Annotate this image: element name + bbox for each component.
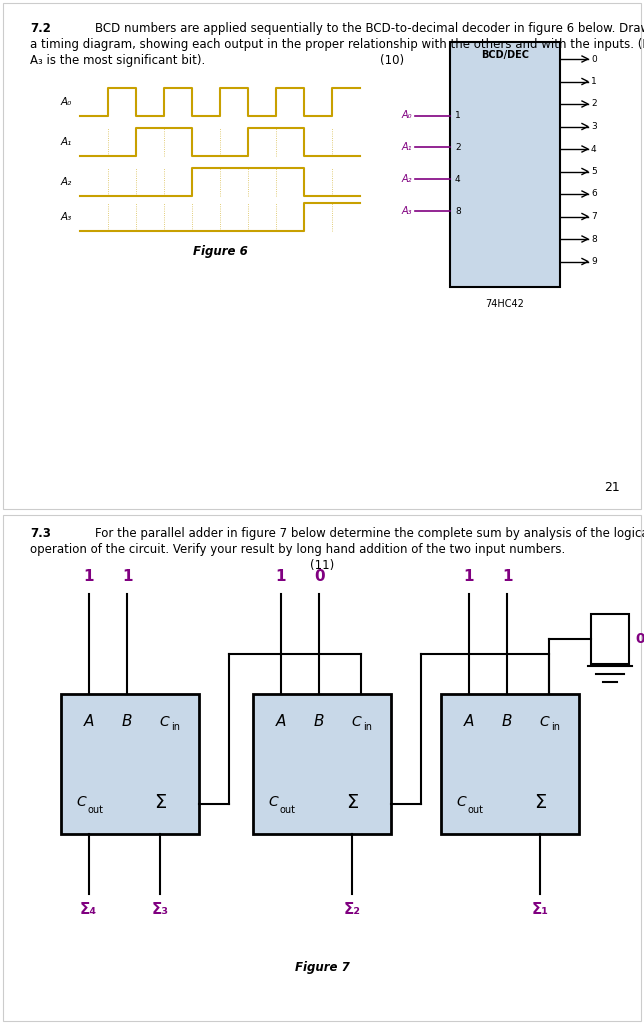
Text: in: in (171, 722, 180, 732)
Text: A₁: A₁ (401, 142, 412, 153)
Text: 7.3: 7.3 (30, 527, 51, 540)
Text: A: A (464, 715, 474, 729)
Text: B: B (314, 715, 325, 729)
Text: (10): (10) (380, 54, 404, 67)
FancyBboxPatch shape (450, 42, 560, 287)
Text: Figure 7: Figure 7 (294, 961, 350, 974)
Text: out: out (468, 805, 484, 815)
Text: 4: 4 (591, 144, 596, 154)
Text: 2: 2 (455, 143, 460, 152)
Text: C: C (269, 795, 279, 809)
Text: out: out (88, 805, 104, 815)
Text: operation of the circuit. Verify your result by long hand addition of the two in: operation of the circuit. Verify your re… (30, 543, 565, 556)
Text: out: out (279, 805, 296, 815)
Text: A₀: A₀ (401, 111, 412, 121)
FancyBboxPatch shape (591, 614, 629, 664)
Text: 21: 21 (604, 481, 620, 494)
Text: 5: 5 (591, 167, 597, 176)
Text: A₃: A₃ (61, 212, 72, 222)
Text: 0: 0 (635, 632, 644, 646)
Text: Σ₂: Σ₂ (344, 902, 361, 918)
Text: A₀: A₀ (61, 97, 72, 106)
Text: Σ: Σ (154, 793, 167, 811)
Text: B: B (502, 715, 513, 729)
Text: 1: 1 (455, 111, 460, 120)
Text: C: C (457, 795, 466, 809)
Text: A₁: A₁ (61, 137, 72, 147)
Text: 8: 8 (455, 207, 460, 215)
Text: 1: 1 (83, 569, 94, 584)
Text: A: A (84, 715, 94, 729)
Text: Figure 6: Figure 6 (193, 246, 247, 258)
Text: BCD numbers are applied sequentially to the BCD-to-decimal decoder in figure 6 b: BCD numbers are applied sequentially to … (95, 22, 644, 35)
Text: C: C (352, 715, 361, 729)
Text: 1: 1 (591, 77, 597, 86)
FancyBboxPatch shape (3, 515, 641, 1021)
Text: in: in (551, 722, 560, 732)
Text: 0: 0 (314, 569, 325, 584)
Text: a timing diagram, showing each output in the proper relationship with the others: a timing diagram, showing each output in… (30, 38, 644, 51)
Text: B: B (122, 715, 133, 729)
Text: For the parallel adder in figure 7 below determine the complete sum by analysis : For the parallel adder in figure 7 below… (95, 527, 644, 540)
Text: 2: 2 (591, 99, 596, 109)
Text: Σ: Σ (535, 793, 547, 811)
Text: 1: 1 (276, 569, 286, 584)
Text: 9: 9 (591, 257, 597, 266)
FancyBboxPatch shape (253, 694, 391, 834)
Text: (11): (11) (310, 559, 334, 572)
Text: Σ: Σ (346, 793, 359, 811)
Text: 0: 0 (591, 54, 597, 63)
Text: A₂: A₂ (61, 177, 72, 187)
Text: A₃: A₃ (401, 206, 412, 216)
Text: 74HC42: 74HC42 (486, 299, 524, 309)
Text: 1: 1 (502, 569, 513, 584)
FancyBboxPatch shape (3, 3, 641, 509)
Text: 1: 1 (122, 569, 133, 584)
Text: Σ₃: Σ₃ (152, 902, 169, 918)
Text: C: C (540, 715, 549, 729)
Text: BCD/DEC: BCD/DEC (481, 50, 529, 60)
Text: 3: 3 (591, 122, 597, 131)
Text: 4: 4 (455, 175, 460, 183)
Text: C: C (160, 715, 169, 729)
FancyBboxPatch shape (441, 694, 579, 834)
Text: 7: 7 (591, 212, 597, 221)
Text: Σ₁: Σ₁ (532, 902, 549, 918)
Text: 8: 8 (591, 234, 597, 244)
Text: A: A (276, 715, 286, 729)
Text: 1: 1 (463, 569, 474, 584)
FancyBboxPatch shape (61, 694, 199, 834)
Text: in: in (363, 722, 372, 732)
Text: C: C (77, 795, 86, 809)
Text: 7.2: 7.2 (30, 22, 51, 35)
Text: A₂: A₂ (401, 174, 412, 184)
Text: A₃ is the most significant bit).: A₃ is the most significant bit). (30, 54, 205, 67)
Text: 6: 6 (591, 189, 597, 199)
Text: Σ₄: Σ₄ (80, 902, 97, 918)
